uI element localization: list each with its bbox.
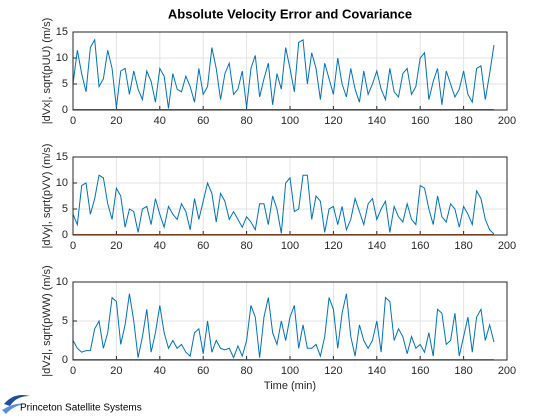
x-tick-label: 20 — [110, 240, 122, 252]
y-tick-label: 0 — [62, 354, 68, 366]
x-tick-label: 180 — [454, 115, 472, 127]
y-tick-label: 10 — [56, 276, 68, 288]
x-tick-label: 40 — [154, 365, 166, 377]
x-tick-label: 100 — [281, 115, 299, 127]
x-tick-label: 20 — [110, 365, 122, 377]
x-tick-label: 0 — [70, 365, 76, 377]
x-tick-label: 40 — [154, 115, 166, 127]
axes-box — [72, 281, 508, 361]
y-tick-label: 0 — [62, 229, 68, 241]
y-tick-label: 10 — [56, 52, 68, 64]
x-tick-label: 100 — [281, 365, 299, 377]
x-tick-label: 180 — [454, 240, 472, 252]
x-tick-label: 40 — [154, 240, 166, 252]
y-axis-label: |dVx|, sqrt(pUU) (m/s) — [41, 18, 53, 125]
x-tick-label: 80 — [240, 115, 252, 127]
x-tick-label: 160 — [411, 365, 429, 377]
y-tick-label: 0 — [62, 104, 68, 116]
data-line — [72, 38, 495, 109]
x-tick-label: 120 — [324, 115, 342, 127]
x-tick-label: 60 — [197, 240, 209, 252]
x-tick-label: 120 — [324, 365, 342, 377]
y-tick-label: 10 — [56, 177, 68, 189]
x-tick-label: 140 — [368, 115, 386, 127]
y-axis-label: |dVy|, sqrt(pVV) (m/s) — [41, 144, 53, 249]
x-tick-label: 160 — [411, 115, 429, 127]
y-tick-label: 15 — [56, 151, 68, 163]
x-tick-label: 80 — [240, 240, 252, 252]
x-tick-label: 120 — [324, 240, 342, 252]
x-tick-label: 200 — [498, 240, 516, 252]
axes-box — [72, 156, 508, 236]
footer-text: Princeton Satellite Systems — [20, 403, 142, 414]
data-line — [72, 174, 495, 235]
y-axis-label: |dVz|, sqrt(pWW) (m/s) — [41, 265, 53, 376]
y-tick-label: 5 — [62, 315, 68, 327]
x-tick-label: 80 — [240, 365, 252, 377]
x-tick-label: 0 — [70, 115, 76, 127]
x-tick-label: 0 — [70, 240, 76, 252]
chart-title: Absolute Velocity Error and Covariance — [168, 6, 412, 21]
axes-box — [72, 31, 508, 111]
y-tick-label: 5 — [62, 203, 68, 215]
y-tick-label: 5 — [62, 78, 68, 90]
x-tick-label: 140 — [368, 240, 386, 252]
x-tick-label: 100 — [281, 240, 299, 252]
logo — [2, 395, 30, 414]
x-tick-label: 20 — [110, 115, 122, 127]
x-tick-label: 60 — [197, 365, 209, 377]
logo-swoosh — [4, 395, 30, 406]
x-axis-label: Time (min) — [264, 380, 316, 392]
y-tick-label: 15 — [56, 26, 68, 38]
x-tick-label: 140 — [368, 365, 386, 377]
data-line — [72, 293, 495, 359]
x-tick-label: 200 — [498, 365, 516, 377]
x-tick-label: 200 — [498, 115, 516, 127]
x-tick-label: 60 — [197, 115, 209, 127]
x-tick-label: 180 — [454, 365, 472, 377]
x-tick-label: 160 — [411, 240, 429, 252]
logo-swoosh — [2, 403, 26, 414]
